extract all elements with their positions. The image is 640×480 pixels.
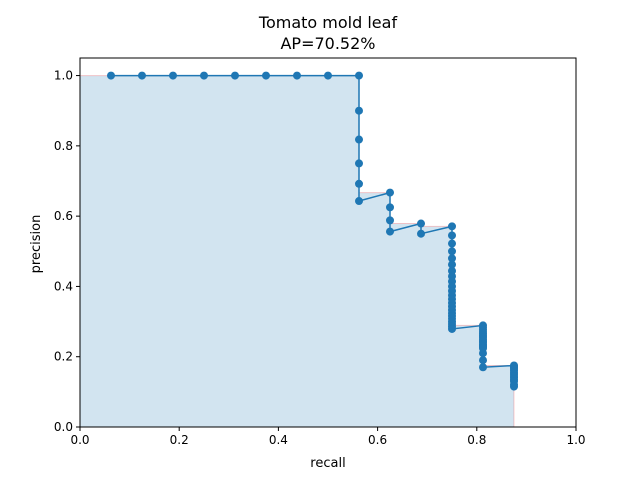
x-tick-label: 0.8 bbox=[467, 433, 486, 447]
x-tick-label: 1.0 bbox=[566, 433, 585, 447]
data-point bbox=[355, 159, 363, 168]
y-tick-label: 0.0 bbox=[54, 420, 73, 434]
data-point bbox=[355, 71, 363, 80]
y-axis-label: precision bbox=[29, 215, 44, 274]
axes-frame bbox=[79, 57, 577, 428]
x-tick-label: 0.2 bbox=[170, 433, 189, 447]
data-point bbox=[510, 382, 518, 391]
chart-title: Tomato mold leaf bbox=[258, 13, 398, 32]
data-point bbox=[417, 229, 425, 238]
data-point bbox=[386, 216, 394, 225]
data-point bbox=[355, 197, 363, 206]
data-point bbox=[355, 106, 363, 115]
data-point bbox=[355, 135, 363, 144]
data-point bbox=[448, 324, 456, 333]
x-axis-label: recall bbox=[310, 456, 345, 471]
y-tick-label: 0.8 bbox=[54, 139, 73, 153]
data-point bbox=[448, 254, 456, 263]
data-point bbox=[386, 227, 394, 236]
data-point bbox=[200, 71, 208, 80]
data-point bbox=[107, 71, 115, 80]
data-point bbox=[386, 203, 394, 212]
data-point bbox=[324, 71, 332, 80]
data-point bbox=[448, 247, 456, 256]
axes: 0.0 0.2 0.4 0.6 0.8 1.0 0.0 0.2 0.4 0.6 0.8 1.0 bbox=[54, 57, 586, 447]
data-point bbox=[479, 363, 487, 372]
data-point bbox=[386, 188, 394, 197]
data-point bbox=[262, 71, 270, 80]
y-tick-label: 0.6 bbox=[54, 209, 73, 223]
data-point bbox=[448, 260, 456, 269]
x-tick-label: 0.0 bbox=[70, 433, 89, 447]
data-point bbox=[448, 231, 456, 240]
interpolated-precision-area bbox=[80, 75, 514, 428]
chart-subtitle: AP=70.52% bbox=[280, 34, 375, 53]
data-point bbox=[417, 219, 425, 228]
plot-area bbox=[80, 71, 518, 428]
data-point bbox=[448, 239, 456, 248]
y-tick-label: 0.4 bbox=[54, 279, 73, 293]
data-point bbox=[355, 179, 363, 188]
data-point bbox=[479, 356, 487, 365]
data-point bbox=[293, 71, 301, 80]
y-tick-label: 1.0 bbox=[54, 69, 73, 83]
data-point bbox=[169, 71, 177, 80]
x-tick-label: 0.6 bbox=[368, 433, 387, 447]
y-tick-label: 0.2 bbox=[54, 350, 73, 364]
data-point bbox=[479, 349, 487, 358]
data-point bbox=[231, 71, 239, 80]
x-tick-label: 0.4 bbox=[269, 433, 288, 447]
data-point bbox=[448, 222, 456, 231]
data-point bbox=[138, 71, 146, 80]
